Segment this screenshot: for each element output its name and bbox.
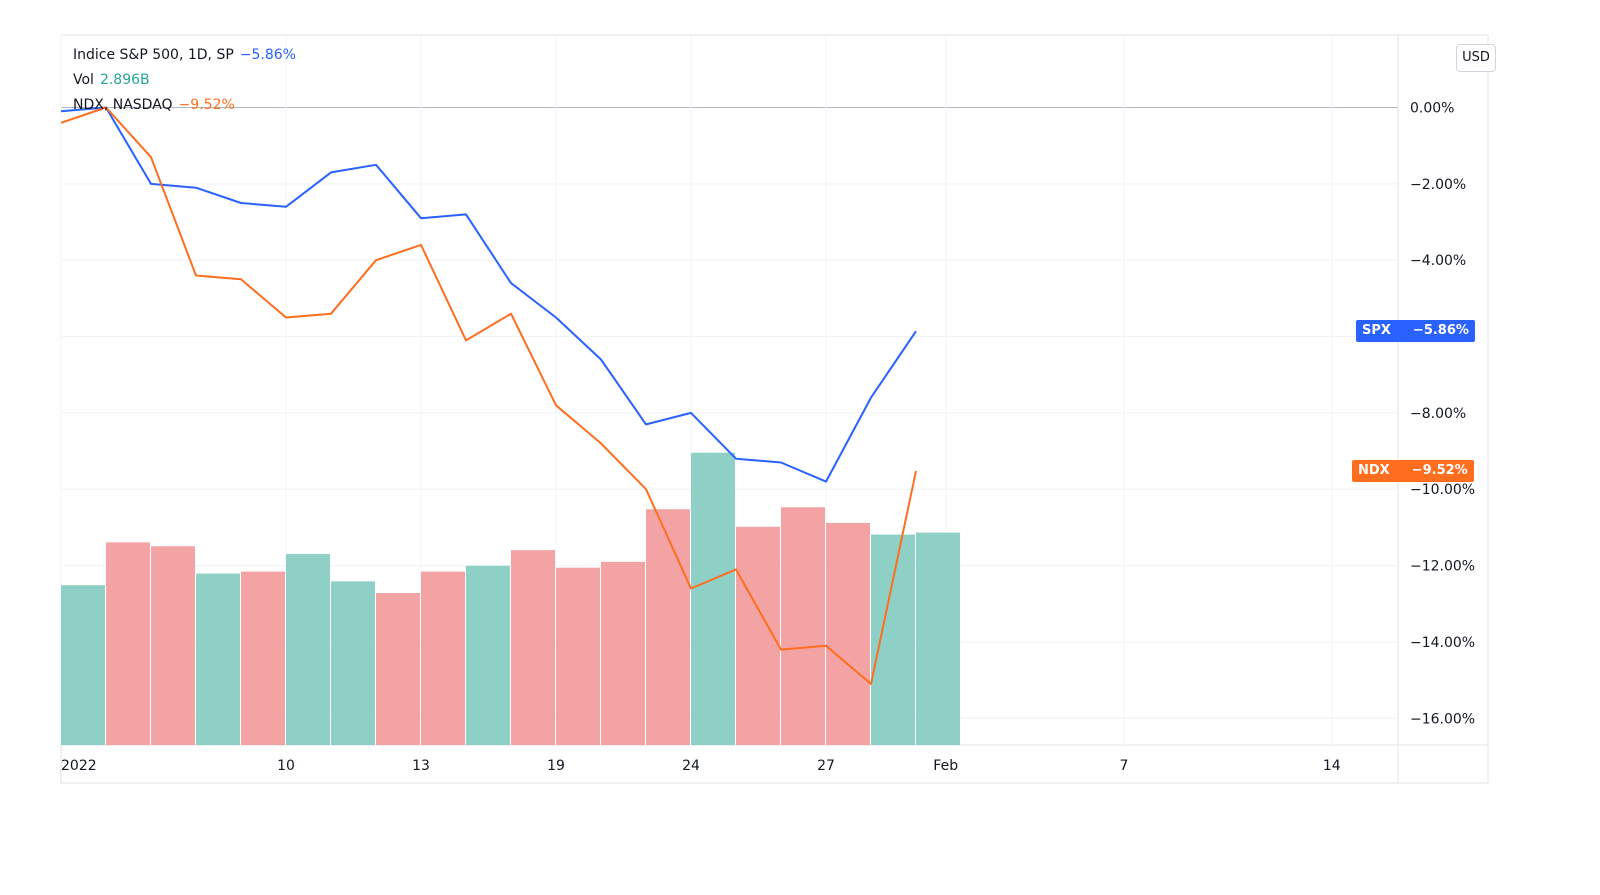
spx-tag-symbol: SPX — [1362, 323, 1391, 339]
volume-bar-9 — [466, 565, 510, 745]
x-axis: 2022 10 13 19 24 27 Feb 7 14 — [61, 758, 1341, 774]
volume-bar-10 — [511, 550, 555, 745]
volume-bar-1 — [106, 542, 150, 745]
x-tick-label: 19 — [547, 758, 565, 774]
x-tick-label: 13 — [412, 758, 430, 774]
series-lines — [60, 106, 917, 685]
volume-bars — [61, 452, 960, 745]
legend-ndx: NDX, NASDAQ −9.52% — [73, 97, 235, 113]
x-tick-label: 10 — [277, 758, 295, 774]
volume-bar-18 — [871, 534, 915, 745]
legend-ndx-title[interactable]: NDX, NASDAQ — [73, 97, 173, 113]
legend-vol-title[interactable]: Vol — [73, 72, 94, 88]
x-tick-label: 7 — [1119, 758, 1128, 774]
y-tick-label: −8.00% — [1410, 406, 1466, 422]
volume-bar-17 — [826, 522, 870, 745]
y-tick-label: −16.00% — [1410, 711, 1475, 727]
volume-bar-14 — [691, 452, 735, 745]
x-tick-label: Feb — [933, 758, 958, 774]
volume-bar-7 — [376, 593, 420, 745]
volume-bar-4 — [241, 571, 285, 745]
x-tick-label: 14 — [1323, 758, 1341, 774]
legend-spx: Indice S&P 500, 1D, SP −5.86% — [73, 47, 296, 63]
x-tick-label: 27 — [817, 758, 835, 774]
ndx-tag-value: −9.52% — [1411, 462, 1468, 478]
volume-bar-13 — [646, 509, 690, 745]
volume-bar-3 — [196, 573, 240, 745]
volume-bar-16 — [781, 507, 825, 745]
volume-bar-2 — [151, 546, 195, 745]
legend-vol-value: 2.896B — [99, 72, 150, 88]
legend-spx-value: −5.86% — [239, 47, 296, 63]
ndx-tag-symbol: NDX — [1358, 462, 1390, 478]
spx-price-tag: SPX −5.86% — [1356, 320, 1475, 343]
ndx-price-tag: NDX −9.52% — [1352, 459, 1474, 482]
y-tick-label: −4.00% — [1410, 253, 1466, 269]
y-tick-label: −2.00% — [1410, 177, 1466, 193]
volume-bar-6 — [331, 581, 375, 745]
legend-vol: Vol 2.896B — [73, 72, 150, 88]
series-line-ndx — [60, 106, 917, 685]
grid — [60, 35, 1398, 745]
x-tick-label: 2022 — [61, 758, 97, 774]
y-tick-label: −10.00% — [1410, 482, 1475, 498]
y-tick-label: 0.00% — [1410, 101, 1454, 117]
volume-bar-19 — [916, 532, 960, 745]
y-tick-label: −12.00% — [1410, 559, 1475, 575]
legend-ndx-value: −9.52% — [178, 97, 235, 113]
spx-tag-value: −5.86% — [1412, 323, 1469, 339]
currency-button[interactable]: USD — [1456, 44, 1496, 72]
volume-bar-12 — [601, 561, 645, 745]
volume-bar-11 — [556, 567, 600, 745]
y-tick-label: −14.00% — [1410, 635, 1475, 651]
y-axis: 0.00% −2.00% −4.00% −8.00% −10.00% −12.00% −14… — [1410, 101, 1475, 728]
volume-bar-8 — [421, 571, 465, 745]
legend-spx-title[interactable]: Indice S&P 500, 1D, SP — [73, 47, 234, 63]
series-line-spx — [60, 106, 917, 483]
volume-bar-5 — [286, 554, 330, 745]
x-tick-label: 24 — [682, 758, 700, 774]
volume-bar-0 — [61, 585, 105, 745]
